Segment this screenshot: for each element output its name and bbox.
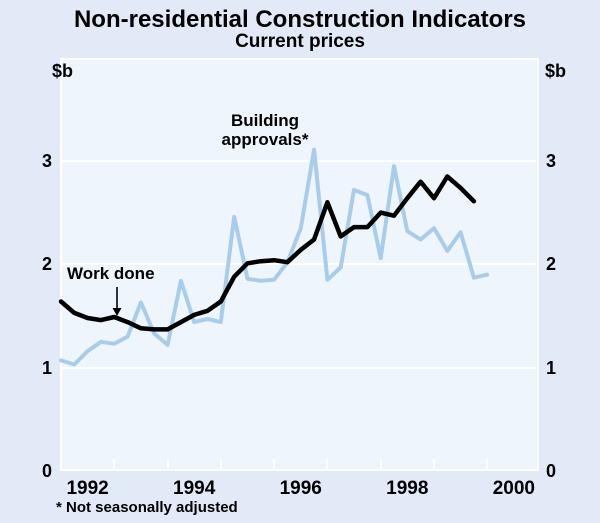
- chart-title: Non-residential Construction Indicators: [73, 6, 527, 33]
- x-axis-tick-1999: [432, 459, 435, 469]
- x-axis-tick-1994: [166, 459, 169, 469]
- x-tick-label-1996: 1996: [279, 478, 322, 499]
- y-tick-label-left-1: 1: [41, 357, 52, 378]
- x-axis-tick-1998: [379, 459, 382, 469]
- building-approvals-annotation-line1: Building: [231, 111, 299, 130]
- work-done-annotation: Work done: [67, 264, 155, 283]
- x-axis-tick-1993: [113, 459, 116, 469]
- building-approvals-annotation-line2: approvals*: [221, 130, 309, 149]
- x-axis-tick-2000: [486, 459, 489, 469]
- gridline-3: [61, 160, 536, 162]
- x-tick-label-1992: 1992: [66, 478, 109, 499]
- y-tick-label-right-3: 3: [546, 151, 557, 171]
- gridline-1: [61, 366, 536, 369]
- x-axis-tick-1997: [326, 459, 329, 469]
- y-tick-label-right-2: 2: [546, 254, 557, 275]
- footnote: * Not seasonally adjusted: [56, 499, 238, 516]
- x-tick-label-1998: 1998: [386, 478, 429, 499]
- x-axis-tick-1995: [219, 459, 222, 469]
- y-tick-label-left-3: 3: [41, 151, 52, 171]
- y-tick-label-left-2: 2: [41, 254, 52, 275]
- chart-subtitle: Current prices: [235, 31, 365, 52]
- building-approvals-annotation: Building approvals*: [185, 111, 345, 149]
- x-tick-label-2000: 2000: [492, 478, 536, 499]
- y-axis-unit-left: $b: [51, 61, 73, 81]
- y-tick-label-left-0: 0: [41, 460, 52, 481]
- x-axis-tick-1996: [273, 459, 276, 469]
- y-tick-label-right-1: 1: [546, 357, 557, 378]
- x-tick-label-1994: 1994: [173, 478, 216, 499]
- y-tick-label-right-0: 0: [546, 460, 557, 481]
- y-axis-unit-right: $b: [545, 61, 567, 81]
